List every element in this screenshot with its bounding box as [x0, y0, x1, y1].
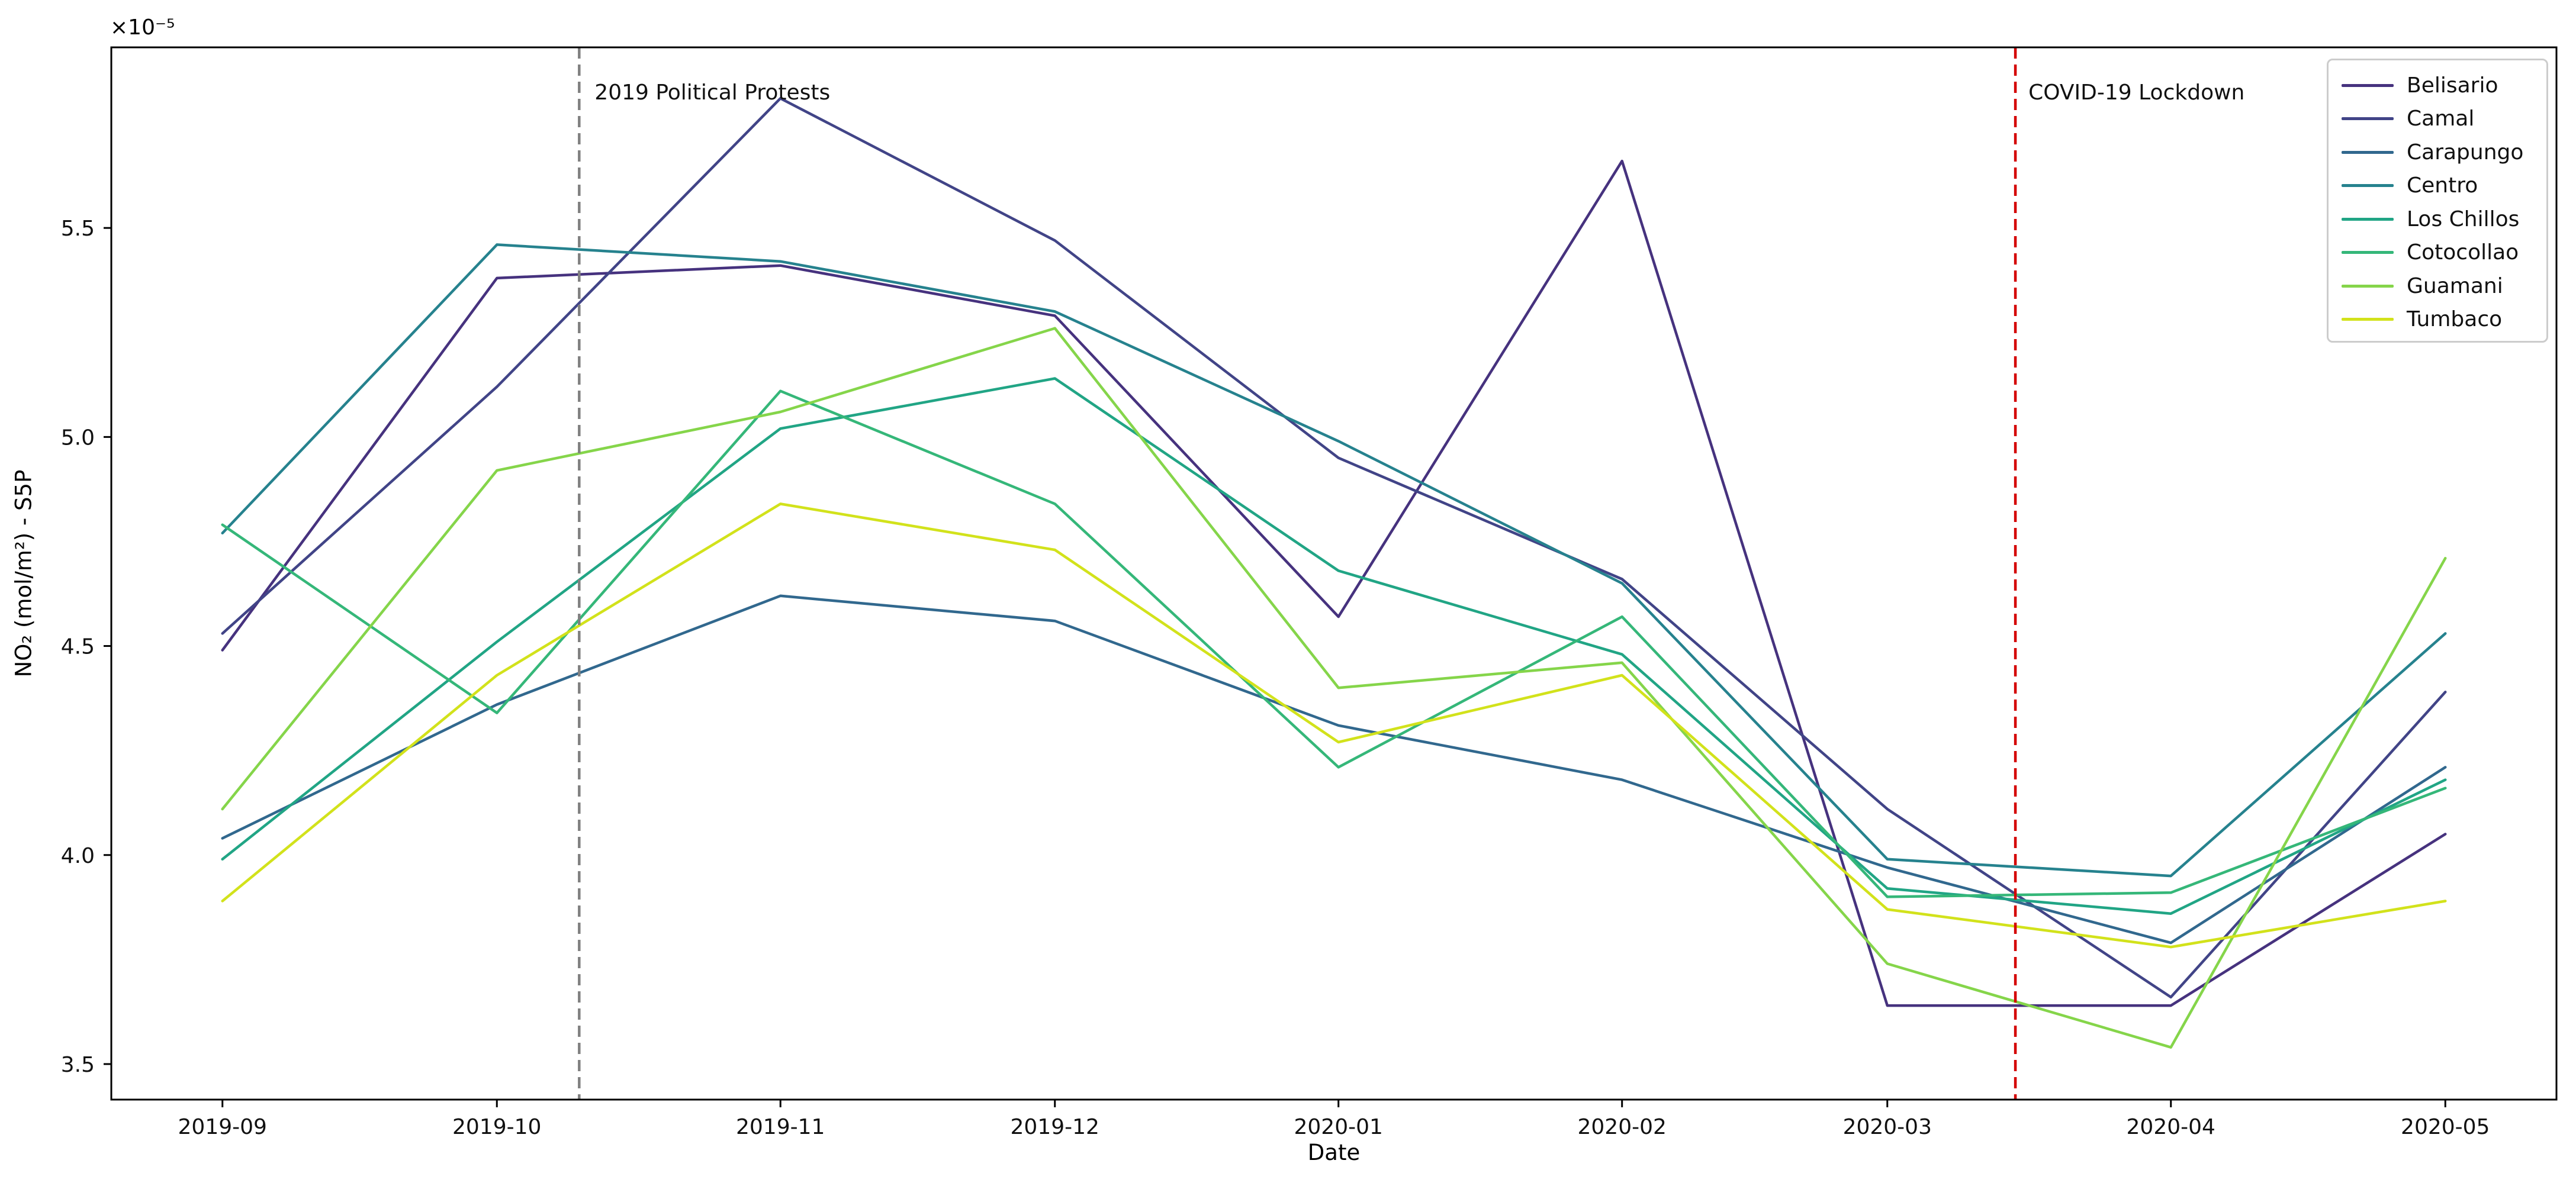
legend-item-centro: Centro [2342, 170, 2540, 201]
legend-line-swatch [2342, 217, 2394, 221]
legend-item-guamani: Guamani [2342, 270, 2540, 301]
legend-line-swatch [2342, 184, 2394, 188]
series-line-centro [221, 243, 2447, 878]
x-tick-label: 2020-02 [1577, 1115, 1666, 1139]
series-line-tumbaco [221, 502, 2447, 949]
legend-line-swatch [2342, 318, 2394, 321]
series-line-camal [221, 96, 2447, 999]
y-tick-label: 4.0 [61, 844, 95, 868]
series-line-guamani [221, 327, 2447, 1049]
legend-label: Belisario [2407, 73, 2498, 98]
legend-label: Guamani [2407, 273, 2503, 298]
legend-line-swatch [2342, 83, 2394, 87]
legend-item-cotocollao: Cotocollao [2342, 237, 2540, 268]
x-tick-label: 2019-10 [452, 1115, 541, 1139]
legend-line-swatch [2342, 150, 2394, 154]
legend-label: Centro [2407, 173, 2478, 198]
x-axis-label: Date [1307, 1140, 1361, 1165]
annotation-covid-label: COVID-19 Lockdown [2028, 80, 2245, 105]
y-axis-label: NO₂ (mol/m²) - S5P [11, 469, 37, 678]
annotation-protests-label: 2019 Political Protests [594, 80, 831, 105]
series-line-belisario [221, 159, 2447, 1007]
legend-item-tumbaco: Tumbaco [2342, 304, 2540, 335]
legend-label: Carapungo [2407, 140, 2524, 165]
legend-label: Los Chillos [2407, 207, 2520, 231]
legend-label: Cotocollao [2407, 240, 2519, 265]
x-tick-label: 2019-12 [1011, 1115, 1099, 1139]
x-tick-label: 2020-01 [1294, 1115, 1383, 1139]
legend-box: Belisario Camal Carapungo Centro Los Chillos… [2327, 59, 2548, 343]
y-axis-offset-label: ×10⁻⁵ [110, 15, 175, 40]
legend-item-camal: Camal [2342, 104, 2540, 134]
y-tick-label: 3.5 [61, 1053, 95, 1077]
legend-item-los-chillos: Los Chillos [2342, 204, 2540, 234]
legend-item-carapungo: Carapungo [2342, 137, 2540, 167]
y-tick-label: 5.0 [61, 426, 95, 450]
legend-line-swatch [2342, 284, 2394, 288]
legend-line-swatch [2342, 251, 2394, 254]
axes-spines [110, 46, 2558, 1101]
legend-label: Tumbaco [2407, 307, 2503, 332]
series-line-los-chillos [221, 377, 2447, 915]
y-tick-label: 4.5 [61, 635, 95, 659]
y-tick-label: 5.5 [61, 217, 95, 241]
x-tick-label: 2020-04 [2127, 1115, 2215, 1139]
x-tick-label: 2019-11 [736, 1115, 825, 1139]
series-line-carapungo [221, 594, 2447, 945]
legend-item-belisario: Belisario [2342, 70, 2540, 101]
series-line-cotocollao [221, 389, 2447, 898]
x-tick-label: 2020-03 [1843, 1115, 1932, 1139]
legend-label: Camal [2407, 107, 2475, 131]
x-tick-label: 2019-09 [178, 1115, 267, 1139]
x-tick-label: 2020-05 [2401, 1115, 2490, 1139]
legend-line-swatch [2342, 117, 2394, 121]
